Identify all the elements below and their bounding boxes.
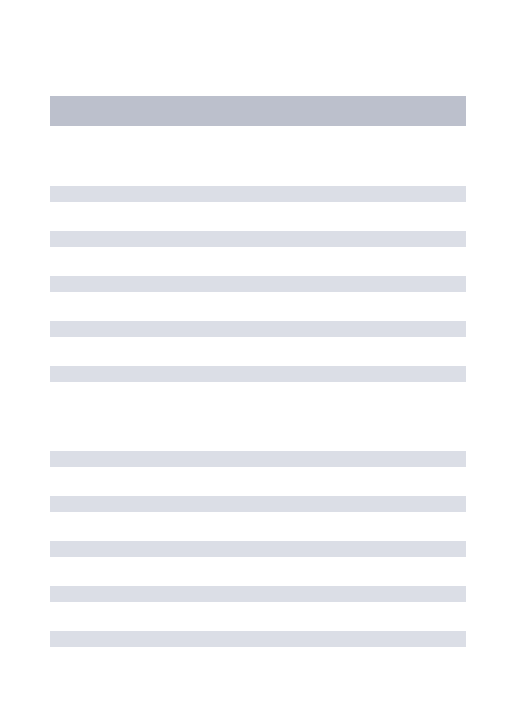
line-placeholder xyxy=(50,496,466,512)
line-placeholder xyxy=(50,321,466,337)
line-placeholder xyxy=(50,186,466,202)
text-block-2 xyxy=(50,451,466,647)
spacer xyxy=(50,411,466,451)
spacer xyxy=(50,126,466,186)
line-placeholder xyxy=(50,541,466,557)
line-placeholder xyxy=(50,451,466,467)
title-placeholder xyxy=(50,96,466,126)
line-placeholder xyxy=(50,276,466,292)
skeleton-page xyxy=(0,0,516,713)
line-placeholder xyxy=(50,631,466,647)
text-block-1 xyxy=(50,186,466,382)
line-placeholder xyxy=(50,366,466,382)
line-placeholder xyxy=(50,231,466,247)
line-placeholder xyxy=(50,586,466,602)
